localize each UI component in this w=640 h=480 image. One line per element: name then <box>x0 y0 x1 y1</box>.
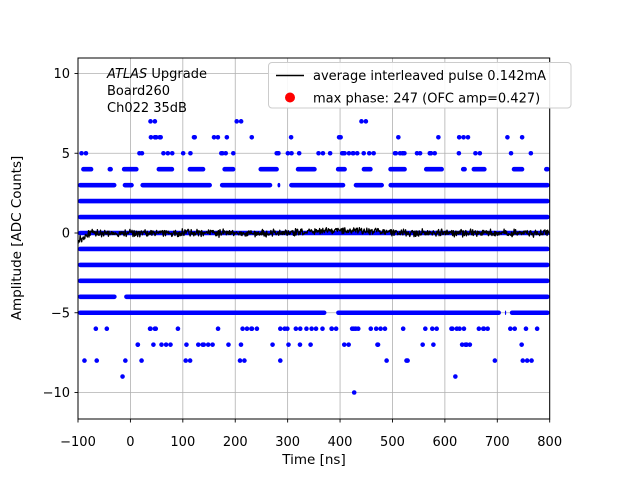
y-axis-label: Amplitude [ADC Counts] <box>9 156 25 320</box>
x-tick-label: 500 <box>380 435 405 450</box>
legend: average interleaved pulse 0.142mA max ph… <box>268 62 572 109</box>
scatter-band-level-5 <box>79 150 534 156</box>
annotation-upgrade: Upgrade <box>147 67 207 82</box>
y-tick-label: 5 <box>62 147 70 162</box>
axes-frame <box>77 57 551 420</box>
annotation-line-1: ATLAS Upgrade <box>106 67 207 82</box>
scatter-band-level--1 <box>78 246 550 252</box>
scatter-band-level-6 <box>148 135 525 140</box>
annotation-block: ATLAS Upgrade Board260 Ch022 35dB <box>106 67 207 116</box>
scatter-band-level--7 <box>135 342 524 347</box>
x-tick-label: 600 <box>432 435 457 450</box>
x-tick-label: 300 <box>275 435 300 450</box>
legend-entry-2-label: max phase: 247 (OFC amp=0.427) <box>313 92 540 107</box>
x-axis-label: Time [ns] <box>281 452 345 468</box>
plot-data-layer <box>78 119 550 395</box>
x-tick-label: 200 <box>223 435 248 450</box>
blue-scatter-points <box>78 119 550 395</box>
scatter-band-level--4 <box>78 294 550 300</box>
x-tick-label: 0 <box>126 435 134 450</box>
y-tick-label: −5 <box>51 306 70 321</box>
legend-entry-1-label: average interleaved pulse 0.142mA <box>313 69 546 84</box>
scatter-band-level-7 <box>148 119 369 124</box>
scatter-band-level-1 <box>78 214 550 220</box>
x-tick-label: 100 <box>170 435 195 450</box>
scatter-band-level-4 <box>81 166 550 172</box>
x-tick-label: 400 <box>328 435 353 450</box>
average-pulse-line <box>78 227 550 245</box>
scatter-band-level-3 <box>78 182 550 188</box>
y-tick-label: −10 <box>43 386 70 401</box>
scatter-band-level--5 <box>78 310 550 316</box>
annotation-line-2: Board260 <box>107 84 170 99</box>
scatter-band-level--8 <box>82 358 534 363</box>
scatter-outliers <box>120 374 458 395</box>
y-tick-label: 0 <box>62 227 70 242</box>
scatter-band-level--3 <box>78 278 550 284</box>
scatter-band-level--6 <box>93 326 540 332</box>
x-tick-label: 700 <box>485 435 510 450</box>
annotation-atlas: ATLAS <box>106 67 147 82</box>
scatter-band-level--2 <box>78 262 550 268</box>
y-tick-label: 10 <box>53 67 70 82</box>
annotation-line-3: Ch022 35dB <box>107 101 187 116</box>
x-tick-label: 800 <box>537 435 562 450</box>
scatter-band-level-2 <box>78 198 550 204</box>
tick-layer: −100 0 100 200 300 400 500 600 700 800 −10 −5 0 5 10 <box>43 67 563 450</box>
x-tick-label: −100 <box>60 435 96 450</box>
legend-red-dot <box>285 92 295 103</box>
legend-frame <box>268 62 572 109</box>
